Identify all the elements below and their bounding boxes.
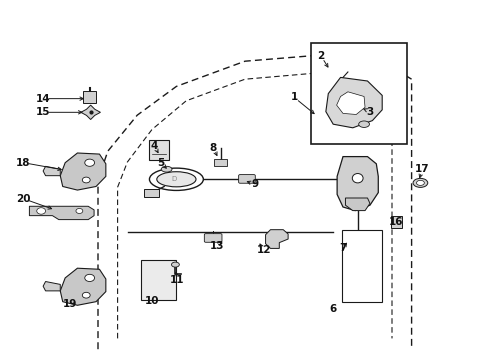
Text: 2: 2 [318, 51, 324, 61]
Ellipse shape [416, 180, 424, 185]
Text: 20: 20 [16, 194, 31, 204]
Text: 8: 8 [210, 143, 217, 153]
Text: 19: 19 [63, 299, 77, 309]
Bar [342, 230, 382, 302]
Text: 10: 10 [145, 296, 159, 306]
FancyBboxPatch shape [141, 260, 176, 300]
Text: 12: 12 [256, 245, 271, 255]
Ellipse shape [413, 178, 428, 187]
Polygon shape [345, 198, 370, 211]
Ellipse shape [76, 208, 83, 213]
Ellipse shape [85, 274, 95, 282]
FancyBboxPatch shape [83, 91, 96, 103]
Text: D: D [172, 176, 176, 182]
Polygon shape [43, 166, 60, 176]
Polygon shape [266, 230, 288, 248]
Text: 15: 15 [36, 107, 50, 117]
Polygon shape [326, 77, 382, 128]
Ellipse shape [37, 208, 46, 214]
Ellipse shape [172, 262, 179, 267]
Ellipse shape [157, 172, 196, 187]
Ellipse shape [359, 121, 369, 127]
FancyBboxPatch shape [204, 234, 222, 242]
Text: 3: 3 [367, 107, 373, 117]
Polygon shape [81, 105, 100, 120]
Text: 7: 7 [339, 243, 347, 253]
FancyBboxPatch shape [391, 216, 402, 228]
Ellipse shape [82, 177, 90, 183]
Ellipse shape [352, 174, 363, 183]
Ellipse shape [161, 166, 172, 172]
Text: 17: 17 [415, 164, 430, 174]
Text: 9: 9 [251, 179, 258, 189]
Ellipse shape [85, 159, 95, 166]
Text: 6: 6 [330, 303, 337, 314]
FancyBboxPatch shape [239, 175, 255, 183]
Polygon shape [29, 206, 94, 220]
Text: 5: 5 [157, 158, 164, 168]
Text: 18: 18 [16, 158, 31, 168]
FancyBboxPatch shape [149, 140, 169, 160]
Text: 1: 1 [291, 92, 297, 102]
FancyBboxPatch shape [214, 159, 227, 166]
Text: 4: 4 [150, 141, 158, 151]
Polygon shape [60, 153, 106, 190]
Polygon shape [43, 282, 60, 291]
Polygon shape [60, 268, 106, 305]
Text: 13: 13 [210, 240, 224, 251]
Text: 11: 11 [170, 275, 185, 285]
Ellipse shape [149, 168, 203, 190]
Polygon shape [337, 157, 378, 211]
Text: 14: 14 [36, 94, 50, 104]
Text: 16: 16 [389, 217, 403, 228]
Ellipse shape [82, 292, 90, 298]
Polygon shape [337, 92, 365, 114]
FancyBboxPatch shape [144, 189, 159, 197]
Bar [311, 43, 407, 144]
